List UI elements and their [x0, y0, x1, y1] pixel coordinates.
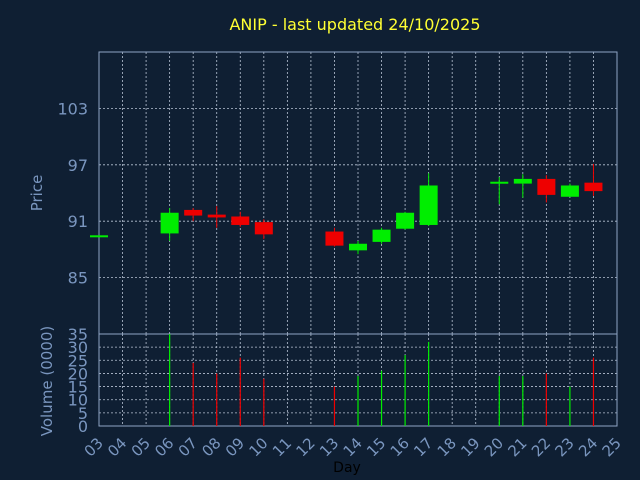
candle-body: [184, 209, 203, 216]
price-y-tick-label: 85: [68, 269, 88, 288]
price-axis-label: Price: [28, 175, 46, 212]
volume-y-tick-label: 35: [68, 325, 88, 344]
volume-y-tick-label: 10: [68, 391, 88, 410]
price-y-tick-label: 103: [57, 99, 88, 118]
x-tick-label: 18: [434, 434, 460, 460]
candle-body: [560, 185, 579, 197]
candle-body: [90, 235, 108, 238]
volume-axis-label: Volume (0000): [38, 326, 56, 436]
x-tick-label: 21: [504, 434, 530, 460]
x-tick-label: 08: [198, 434, 224, 460]
price-y-tick-label: 91: [68, 212, 88, 231]
volume-bars: [169, 334, 595, 426]
candle-body: [325, 231, 344, 246]
x-tick-label: 23: [552, 434, 578, 460]
x-tick-label: 13: [316, 434, 342, 460]
x-tick-label: 15: [363, 434, 389, 460]
volume-y-tick-label: 0: [78, 417, 88, 436]
x-tick-labels: 0304050607080910111213141516171819202122…: [81, 434, 625, 460]
x-tick-label: 11: [269, 434, 295, 460]
volume-y-tick-label: 25: [68, 351, 88, 370]
x-tick-label: 07: [175, 434, 201, 460]
candle-body: [513, 178, 532, 184]
x-tick-label: 22: [528, 434, 554, 460]
x-tick-label: 04: [104, 434, 130, 460]
x-tick-label: 05: [128, 434, 154, 460]
volume-y-tick-label: 20: [68, 364, 88, 383]
volume-y-tick-label: 30: [68, 338, 88, 357]
x-tick-label: 17: [410, 434, 436, 460]
x-tick-label: 03: [81, 434, 107, 460]
candle-body: [490, 181, 509, 184]
x-tick-label: 14: [340, 434, 366, 460]
candle-body: [231, 216, 250, 225]
candle-body: [396, 212, 415, 229]
volume-y-tick-label: 15: [68, 378, 88, 397]
x-tick-label: 20: [481, 434, 507, 460]
candle-body: [254, 222, 273, 235]
x-tick-label: 12: [293, 434, 319, 460]
x-tick-label: 09: [222, 434, 248, 460]
x-axis-label: Day: [333, 460, 361, 476]
candle-body: [372, 229, 391, 242]
x-tick-label: 06: [151, 434, 177, 460]
candle-body: [584, 182, 603, 192]
candle-body: [207, 214, 226, 218]
x-tick-label: 16: [387, 434, 413, 460]
x-tick-label: 25: [599, 434, 625, 460]
price-y-tick-label: 97: [68, 156, 88, 175]
price-y-tick-labels: 85 91 97 103: [57, 99, 88, 287]
x-tick-label: 19: [457, 434, 483, 460]
candle-body: [537, 178, 556, 195]
candle-body: [160, 212, 179, 234]
candles: [90, 163, 603, 255]
candle-body: [349, 243, 367, 251]
x-tick-label: 10: [245, 434, 271, 460]
chart-title: ANIP - last updated 24/10/2025: [229, 15, 480, 34]
candle-body: [419, 185, 438, 225]
volume-y-tick-label: 5: [78, 404, 88, 423]
x-tick-label: 24: [575, 434, 601, 460]
